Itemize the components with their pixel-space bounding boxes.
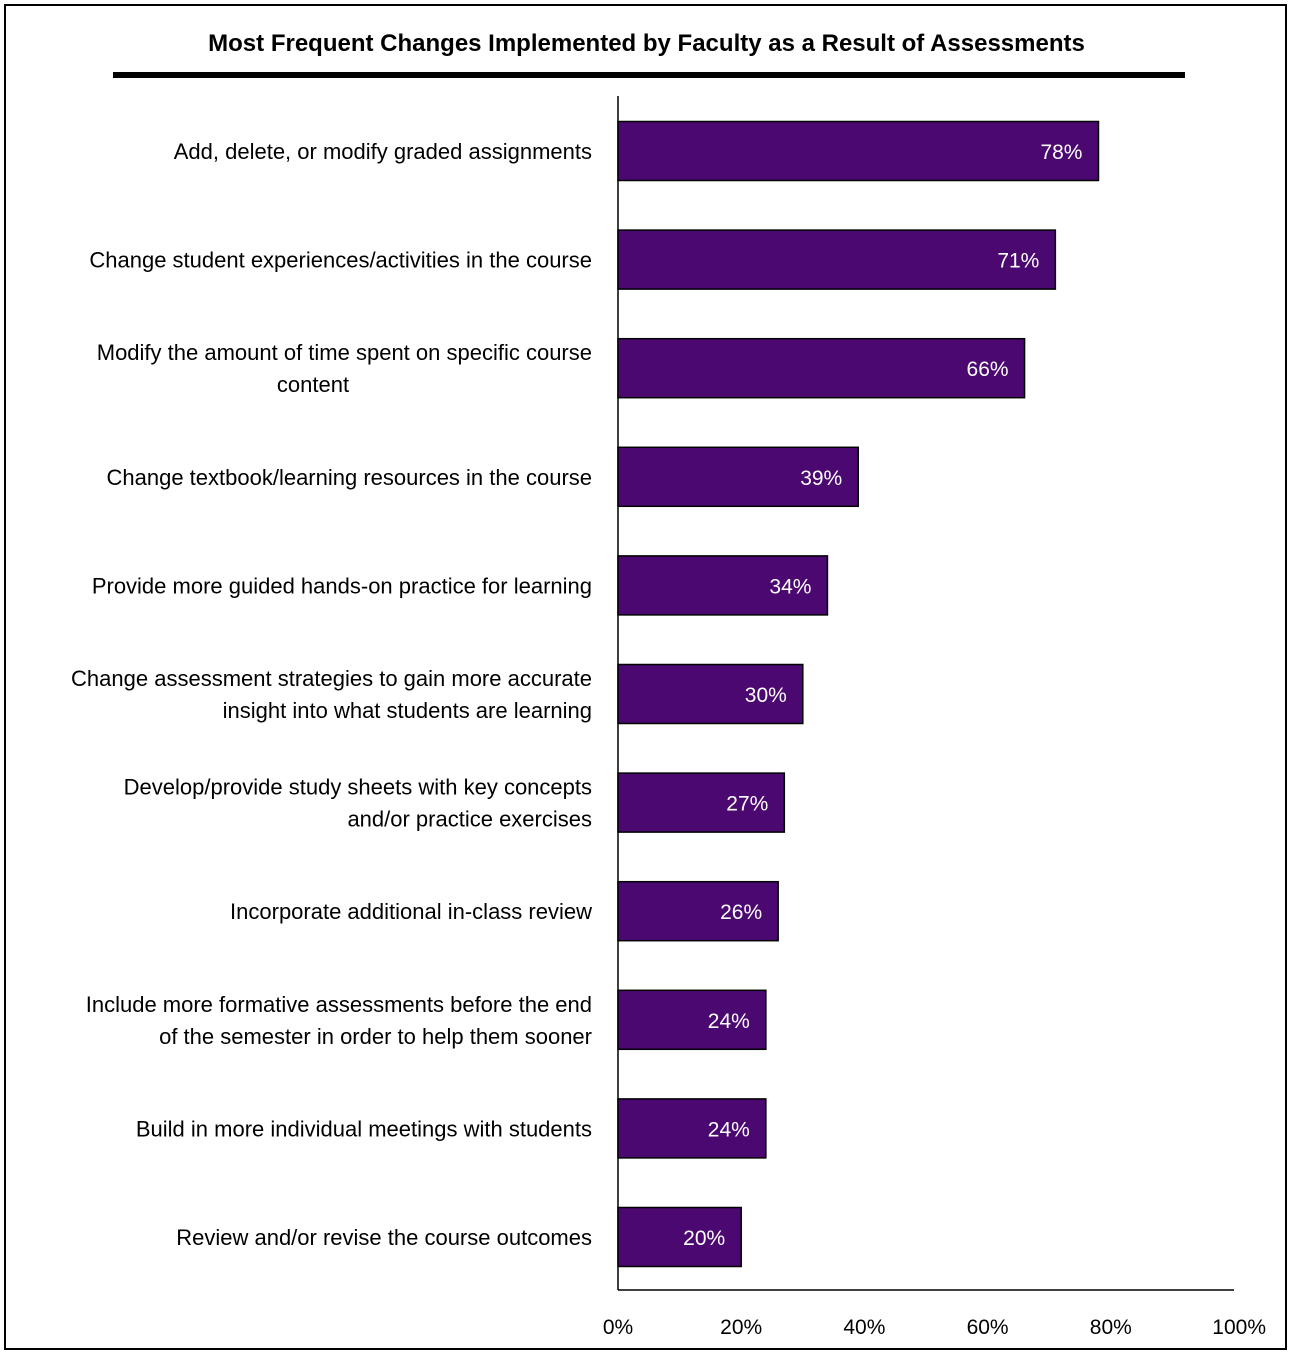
category-label-line: and/or practice exercises	[347, 807, 592, 832]
bar-value-label: 71%	[997, 250, 1039, 273]
category-label-line: Change student experiences/activities in…	[89, 248, 592, 273]
x-tick-label: 20%	[720, 1316, 762, 1339]
bar	[617, 555, 829, 616]
bar	[617, 663, 804, 725]
bar-value-label: 66%	[967, 358, 1009, 381]
category-label: Modify the amount of time spent on speci…	[97, 340, 592, 397]
chart-frame	[4, 4, 1287, 1350]
category-label-line: Modify the amount of time spent on speci…	[97, 340, 592, 365]
bar-value-label: 24%	[708, 1010, 750, 1033]
category-label-line: Change textbook/learning resources in th…	[106, 465, 592, 490]
bar	[617, 1098, 767, 1159]
bar-value-label: 26%	[720, 901, 762, 924]
category-label: Incorporate additional in-class review	[230, 899, 592, 924]
category-label: Change assessment strategies to gain mor…	[71, 666, 592, 723]
category-label-line: Build in more individual meetings with s…	[136, 1116, 592, 1141]
category-label: Develop/provide study sheets with key co…	[124, 775, 592, 832]
category-label: Add, delete, or modify graded assignment…	[174, 139, 592, 164]
bar-value-label: 78%	[1040, 141, 1082, 164]
category-label-line: Develop/provide study sheets with key co…	[124, 775, 592, 800]
category-label-line: Review and/or revise the course outcomes	[176, 1225, 592, 1250]
category-label: Review and/or revise the course outcomes	[176, 1225, 592, 1250]
bar	[617, 120, 1100, 182]
bar-value-label: 39%	[800, 467, 842, 490]
category-label-line: Provide more guided hands-on practice fo…	[92, 573, 592, 598]
x-tick-label: 0%	[603, 1316, 633, 1339]
category-label-line: insight into what students are learning	[223, 698, 592, 723]
category-label-line: Include more formative assessments befor…	[86, 992, 592, 1017]
bar-value-label: 24%	[708, 1118, 750, 1141]
x-tick-label: 80%	[1090, 1316, 1132, 1339]
bar	[617, 446, 859, 508]
category-label: Include more formative assessments befor…	[86, 992, 592, 1049]
title-underline	[113, 72, 1185, 78]
category-label: Provide more guided hands-on practice fo…	[92, 573, 592, 598]
category-label: Change student experiences/activities in…	[89, 248, 592, 273]
category-label-line: of the semester in order to help them so…	[159, 1024, 592, 1049]
chart-title: Most Frequent Changes Implemented by Fac…	[208, 30, 1085, 57]
category-label-line: content	[277, 372, 349, 397]
category-label: Build in more individual meetings with s…	[136, 1116, 592, 1141]
bar	[617, 880, 779, 942]
bar-value-label: 34%	[769, 575, 811, 598]
bar-value-label: 30%	[745, 684, 787, 707]
category-label-line: Change assessment strategies to gain mor…	[71, 666, 592, 691]
x-tick-label: 100%	[1212, 1316, 1266, 1339]
bar	[617, 337, 1026, 399]
bar	[617, 1206, 742, 1268]
category-label-line: Add, delete, or modify graded assignment…	[174, 139, 592, 164]
bar-value-label: 27%	[726, 793, 768, 816]
category-label: Change textbook/learning resources in th…	[106, 465, 592, 490]
x-tick-label: 60%	[967, 1316, 1009, 1339]
category-label-line: Incorporate additional in-class review	[230, 899, 592, 924]
bar	[617, 989, 767, 1051]
x-tick-label: 40%	[843, 1316, 885, 1339]
bar	[617, 772, 786, 833]
bar-value-label: 20%	[683, 1227, 725, 1250]
bar	[617, 229, 1057, 290]
